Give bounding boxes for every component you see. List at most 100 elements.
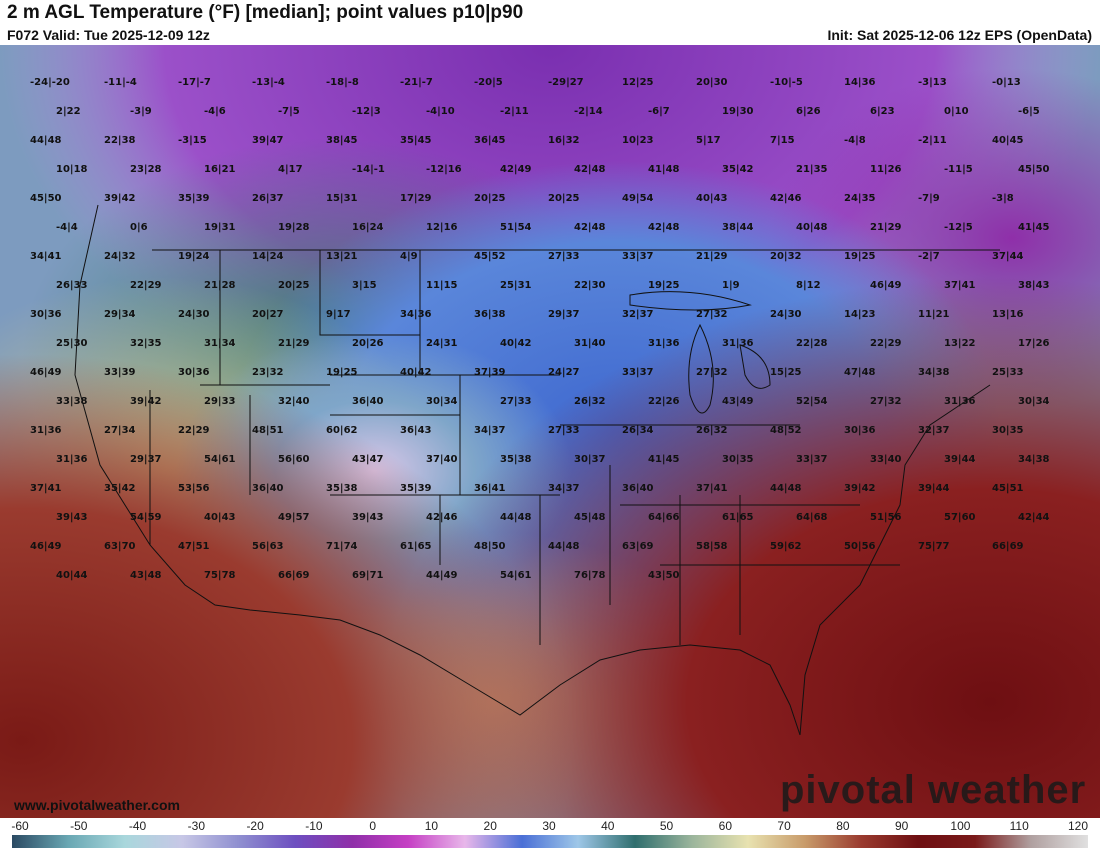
point-value-label: -20|5 [474,77,503,88]
point-value-label: 21|29 [278,338,310,349]
point-value-label: 6|26 [796,106,821,117]
scale-tick: 80 [836,819,850,833]
point-value-label: 64|68 [796,512,828,523]
point-value-label: 30|34 [426,396,458,407]
point-value-label: 33|37 [622,367,654,378]
point-value-label: 37|40 [426,454,458,465]
point-value-label: 36|41 [474,483,506,494]
point-value-label: -6|5 [1018,106,1040,117]
point-value-label: 41|45 [648,454,680,465]
point-value-label: 37|41 [30,483,62,494]
point-value-label: 20|26 [352,338,384,349]
point-value-label: 22|26 [648,396,680,407]
point-value-label: 36|40 [352,396,384,407]
point-value-label: 22|38 [104,135,136,146]
point-value-label: 44|48 [30,135,62,146]
map-title: 2 m AGL Temperature (°F) [median]; point… [7,2,524,23]
point-value-label: -2|7 [918,251,940,262]
point-value-label: 37|41 [944,280,976,291]
point-value-label: -12|16 [426,164,462,175]
point-value-label: 53|56 [178,483,210,494]
point-value-label: -2|14 [574,106,603,117]
point-value-label: 34|36 [400,309,432,320]
point-value-label: 3|15 [352,280,377,291]
point-value-label: -18|-8 [326,77,359,88]
scale-tick: -40 [128,819,147,833]
point-value-label: 38|43 [1018,280,1050,291]
point-value-label: 49|57 [278,512,310,523]
point-value-label: 30|35 [992,425,1024,436]
site-credit: www.pivotalweather.com [14,797,180,813]
point-value-label: 24|31 [426,338,458,349]
point-value-label: 14|23 [844,309,876,320]
point-value-label: 37|44 [992,251,1024,262]
point-value-label: 4|9 [400,251,418,262]
point-value-label: 26|37 [252,193,284,204]
point-value-label: 75|78 [204,570,236,581]
point-value-label: 58|58 [696,541,728,552]
point-value-label: -12|5 [944,222,973,233]
point-value-label: -4|10 [426,106,455,117]
point-value-label: -4|6 [204,106,226,117]
point-value-label: 11|15 [426,280,458,291]
point-value-label: 60|62 [326,425,358,436]
point-value-label: 29|34 [104,309,136,320]
scale-tick: 110 [1009,819,1029,833]
point-value-label: 5|17 [696,135,721,146]
scale-tick: -30 [187,819,205,833]
scale-tick: 20 [483,819,497,833]
point-value-label: 26|33 [56,280,88,291]
scale-tick: 70 [777,819,791,833]
point-value-label: 56|63 [252,541,284,552]
point-value-label: 0|10 [944,106,969,117]
point-value-label: 1|9 [722,280,740,291]
point-value-label: -4|4 [56,222,78,233]
point-value-label: 0|6 [130,222,148,233]
scale-tick: -10 [305,819,323,833]
point-value-label: 37|39 [474,367,506,378]
point-value-label: 29|37 [548,309,580,320]
point-value-label: 43|48 [130,570,162,581]
point-value-label: 24|27 [548,367,580,378]
point-value-label: 56|60 [278,454,310,465]
point-value-label: 19|31 [204,222,236,233]
point-value-label: 35|42 [722,164,754,175]
point-value-label: -2|11 [500,106,529,117]
point-value-label: 42|46 [770,193,802,204]
point-value-label: 22|29 [178,425,210,436]
point-value-label: 39|44 [944,454,976,465]
point-value-label: 23|28 [130,164,162,175]
point-value-label: 41|48 [648,164,680,175]
point-value-label: 32|37 [622,309,654,320]
point-value-label: 20|30 [696,77,728,88]
brand-logo: pivotal weather [780,768,1087,812]
point-value-label: 43|50 [648,570,680,581]
point-value-label: 44|48 [548,541,580,552]
point-value-label: 34|37 [548,483,580,494]
point-value-label: 19|25 [844,251,876,262]
point-value-label: 31|36 [722,338,754,349]
point-value-label: 26|34 [622,425,654,436]
point-value-label: 31|36 [648,338,680,349]
init-time: Init: Sat 2025-12-06 12z EPS (OpenData) [827,27,1092,43]
point-value-label: 35|42 [104,483,136,494]
point-value-label: 46|49 [870,280,902,291]
point-value-label: 25|30 [56,338,88,349]
point-value-label: 35|39 [400,483,432,494]
point-value-label: 31|34 [204,338,236,349]
point-value-label: 47|48 [844,367,876,378]
us-outline-south [74,204,801,736]
point-value-label: 25|31 [500,280,532,291]
point-value-label: 20|25 [474,193,506,204]
point-value-label: 21|29 [870,222,902,233]
point-value-label: 51|54 [500,222,532,233]
point-value-label: 21|35 [796,164,828,175]
point-value-label: 33|39 [104,367,136,378]
point-value-label: -2|11 [918,135,947,146]
scale-tick: 30 [542,819,556,833]
point-value-label: 45|48 [574,512,606,523]
point-value-label: -3|13 [918,77,947,88]
interior-borders [149,250,900,645]
point-value-label: 45|51 [992,483,1024,494]
point-value-label: 35|39 [178,193,210,204]
